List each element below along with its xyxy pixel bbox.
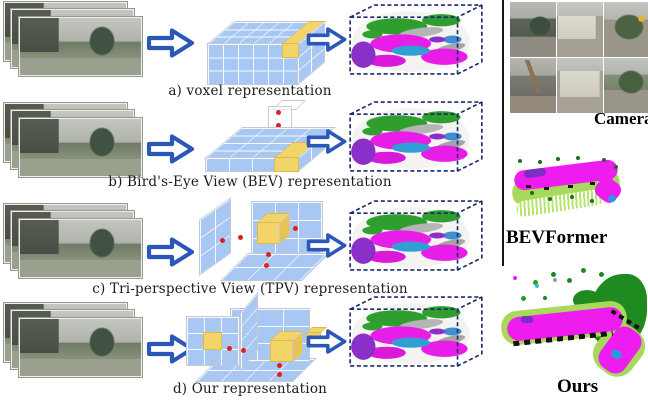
- ours-label: Ours: [557, 376, 599, 397]
- camera-tile: [557, 58, 603, 113]
- camera-tile: [510, 58, 556, 113]
- occupancy-prediction-box: [349, 296, 483, 367]
- camera-tile: [557, 2, 603, 57]
- camera-grid: [510, 2, 648, 113]
- camera-tile: [604, 2, 648, 57]
- camera-tile: [510, 2, 556, 57]
- occupancy-prediction-box: [349, 101, 483, 172]
- camera-stack: [2, 204, 148, 284]
- camera-stack: [2, 103, 148, 183]
- panel-divider: [502, 0, 504, 266]
- right-arrow-icon: [145, 27, 197, 59]
- camera-photo: [19, 17, 142, 76]
- right-arrow-icon: [306, 27, 347, 52]
- row-caption: c) Tri-perspective View (TPV) representa…: [92, 281, 408, 297]
- voxel-grid-diagram: [198, 20, 332, 86]
- bev-segmentation-map-ours: [499, 266, 648, 385]
- row-caption: a) voxel representation: [168, 83, 332, 99]
- bevformer-label: BEVFormer: [506, 227, 608, 248]
- right-arrow-icon: [306, 329, 347, 354]
- camera-photo: [19, 118, 142, 177]
- row-caption: d) Our representation: [172, 381, 328, 397]
- occupancy-prediction-box: [349, 200, 483, 271]
- row-caption: b) Bird's-Eye View (BEV) representation: [108, 174, 392, 190]
- right-arrow-icon: [145, 133, 197, 165]
- camera-photo: [19, 219, 142, 278]
- camera-photo: [19, 318, 142, 377]
- occupancy-prediction-box: [349, 4, 483, 75]
- right-arrow-icon: [306, 129, 347, 154]
- bev-plane-diagram: [198, 100, 336, 174]
- right-arrow-icon: [145, 236, 197, 268]
- camera-stack: [2, 303, 148, 383]
- bev-segmentation-map-bevformer: [510, 155, 625, 219]
- camera-tile: [604, 58, 648, 113]
- cameras-label: Cameras: [594, 109, 648, 128]
- right-arrow-icon: [306, 233, 347, 258]
- camera-stack: [2, 2, 148, 82]
